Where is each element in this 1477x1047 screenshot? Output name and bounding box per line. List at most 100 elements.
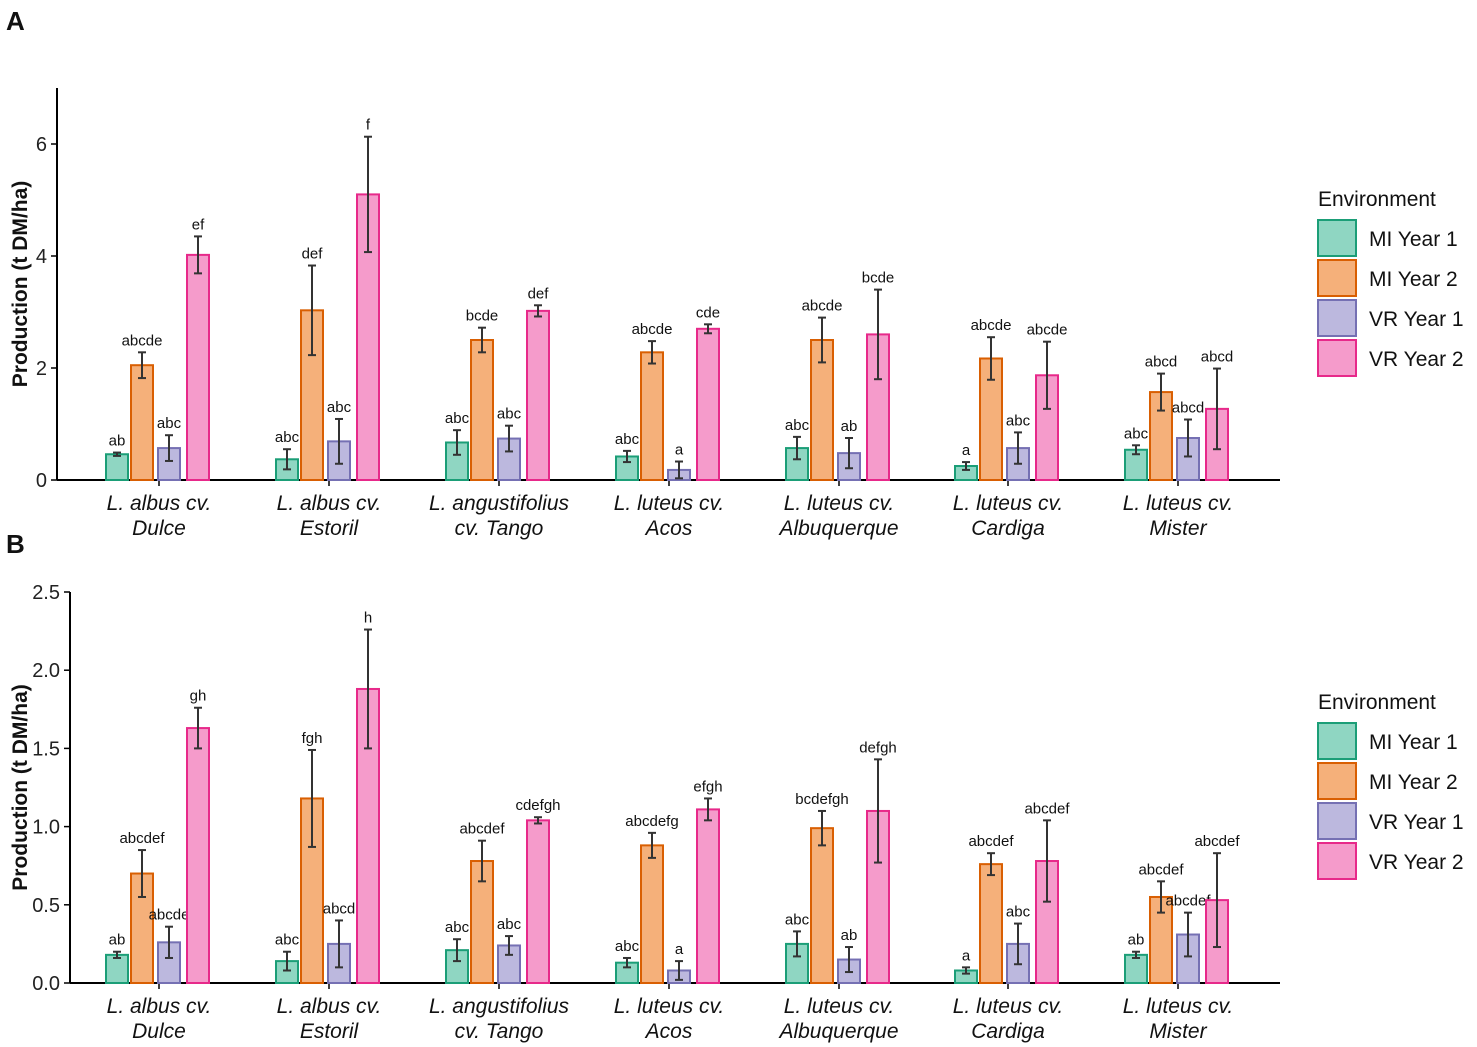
panel-label: B	[6, 529, 25, 559]
x-tick-label-line1: L. albus cv.	[277, 492, 382, 515]
significance-letter: def	[528, 285, 550, 302]
x-tick-label-line1: L. luteus cv.	[784, 995, 895, 1018]
legend-label: MI Year 1	[1369, 228, 1458, 251]
y-tick-label: 0.5	[32, 895, 60, 917]
x-tick-label-line2: Cardiga	[971, 1020, 1045, 1043]
panel-label: A	[6, 6, 25, 36]
y-tick-label: 6	[36, 134, 47, 156]
bar	[979, 863, 1003, 984]
x-tick-label-line2: Estoril	[300, 517, 360, 540]
significance-letter: abcde	[122, 332, 163, 349]
significance-letter: abcdefg	[625, 813, 678, 830]
significance-letter: f	[366, 117, 371, 134]
bar	[1124, 953, 1148, 985]
y-tick-label: 0	[36, 470, 47, 492]
x-tick-label-line1: L. albus cv.	[107, 492, 212, 515]
significance-letter: abc	[1124, 425, 1149, 442]
significance-letter: def	[302, 246, 324, 263]
significance-letter: bcde	[466, 308, 499, 325]
significance-letter: ab	[109, 433, 126, 450]
significance-letter: ab	[841, 927, 858, 944]
legend-label: VR Year 1	[1369, 308, 1464, 331]
x-tick-label-line2: Cardiga	[971, 517, 1045, 540]
x-tick-label-line2: cv. Tango	[455, 1020, 544, 1043]
significance-letter: abcd	[1172, 400, 1205, 417]
legend-swatch	[1317, 722, 1357, 760]
x-tick-label-line1: L. angustifolius	[429, 492, 570, 515]
significance-letter: ab	[109, 932, 126, 949]
y-axis-title: Production (t DM/ha)	[9, 181, 32, 387]
significance-letter: abc	[615, 938, 640, 955]
significance-letter: cde	[696, 304, 720, 321]
significance-letter: abc	[275, 429, 300, 446]
significance-letter: abcd	[323, 900, 356, 917]
significance-letter: abc	[785, 911, 810, 928]
significance-letter: abcde	[971, 317, 1012, 334]
significance-letter: abcdef	[1024, 800, 1070, 817]
bar	[186, 253, 210, 481]
legend-swatch	[1317, 339, 1357, 377]
x-tick-label-line1: L. angustifolius	[429, 995, 570, 1018]
significance-letter: a	[675, 442, 684, 459]
legend-swatch	[1317, 842, 1357, 880]
x-tick-label-line1: L. luteus cv.	[614, 492, 725, 515]
significance-letter: abc	[445, 410, 470, 427]
bar	[696, 327, 720, 481]
bar	[640, 351, 664, 482]
x-tick-label-line1: L. luteus cv.	[953, 995, 1064, 1018]
significance-letter: ab	[841, 418, 858, 435]
significance-letter: abcde	[149, 907, 190, 924]
legend-swatch	[1317, 762, 1357, 800]
legend-label: VR Year 1	[1369, 811, 1464, 834]
y-axis-title: Production (t DM/ha)	[9, 684, 32, 890]
significance-letter: abc	[497, 406, 522, 423]
significance-letter: abcdef	[1165, 893, 1211, 910]
bar	[696, 808, 720, 984]
y-tick-label: 1.0	[32, 817, 60, 839]
x-tick-label-line1: L. albus cv.	[277, 995, 382, 1018]
significance-letter: abc	[157, 415, 182, 432]
x-tick-label-line2: Mister	[1149, 517, 1207, 540]
legend-label: MI Year 1	[1369, 731, 1458, 754]
significance-letter: abc	[1006, 904, 1031, 921]
significance-letter: abcde	[632, 321, 673, 338]
x-tick-label-line1: L. albus cv.	[107, 995, 212, 1018]
y-tick-label: 2	[36, 358, 47, 380]
legend-swatch	[1317, 299, 1357, 337]
significance-letter: gh	[190, 688, 207, 705]
x-tick-label-line1: L. luteus cv.	[784, 492, 895, 515]
y-tick-label: 2.0	[32, 660, 60, 682]
significance-letter: a	[962, 947, 971, 964]
significance-letter: abc	[275, 932, 300, 949]
significance-letter: abc	[1006, 412, 1031, 429]
legend-swatch	[1317, 802, 1357, 840]
significance-letter: defgh	[859, 739, 897, 756]
significance-letter: fgh	[302, 730, 323, 747]
x-tick-label-line2: cv. Tango	[455, 517, 544, 540]
significance-letter: abcd	[1201, 349, 1234, 366]
bar	[810, 827, 834, 984]
y-tick-label: 1.5	[32, 738, 60, 760]
y-tick-label: 0.0	[32, 973, 60, 995]
significance-letter: abcd	[1145, 354, 1178, 371]
significance-letter: abcdef	[1194, 833, 1240, 850]
significance-letter: abcdef	[459, 821, 505, 838]
bar	[105, 953, 129, 985]
x-tick-label-line1: L. luteus cv.	[1123, 995, 1234, 1018]
x-tick-label-line2: Albuquerque	[777, 517, 898, 540]
y-tick-label: 4	[36, 246, 47, 268]
significance-letter: abcde	[802, 298, 843, 315]
y-tick-label: 2.5	[32, 582, 60, 604]
x-tick-label-line2: Albuquerque	[777, 1020, 898, 1043]
legend-title: Environment	[1318, 188, 1436, 211]
x-tick-label-line2: Mister	[1149, 1020, 1207, 1043]
bar	[105, 453, 129, 481]
x-tick-label-line2: Estoril	[300, 1020, 360, 1043]
significance-letter: abc	[615, 431, 640, 448]
significance-letter: ef	[192, 216, 205, 233]
bar	[186, 727, 210, 984]
x-tick-label-line2: Dulce	[132, 517, 186, 540]
x-tick-label-line1: L. luteus cv.	[953, 492, 1064, 515]
